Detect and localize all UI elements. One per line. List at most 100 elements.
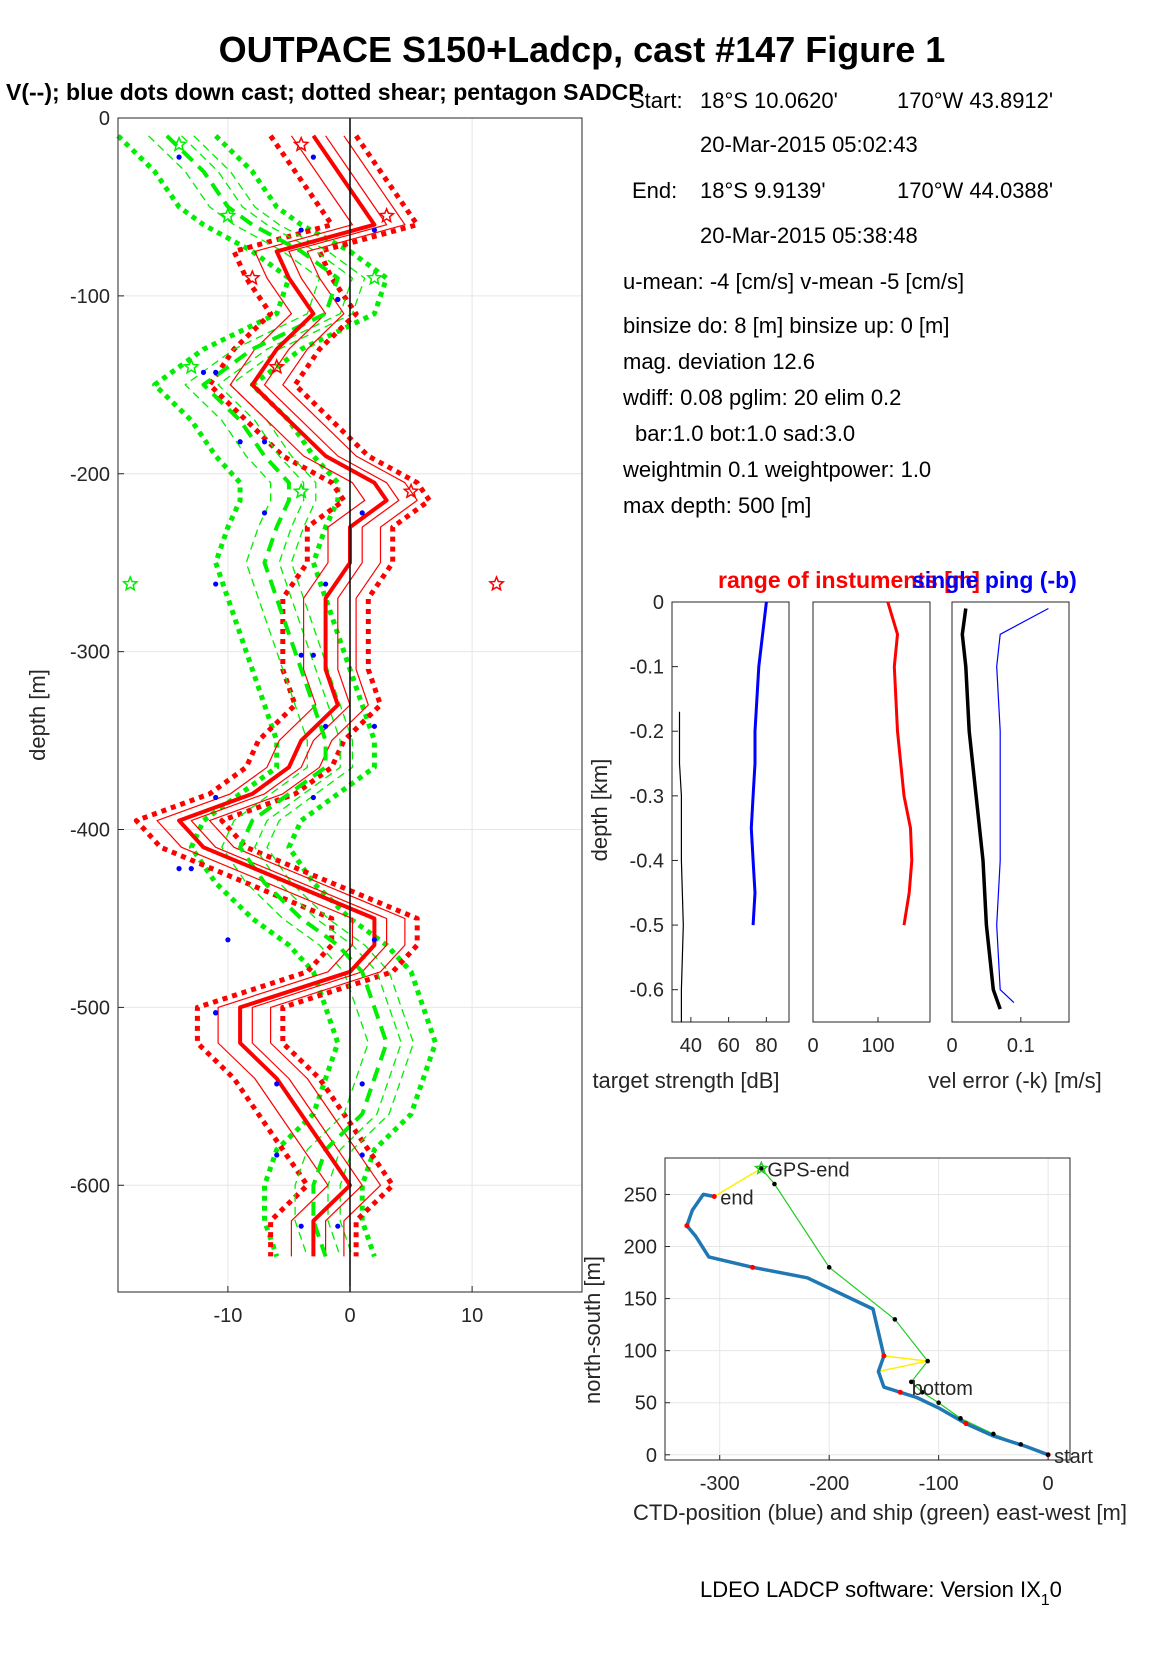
end-label: End: — [632, 178, 677, 203]
p2-xtick-label: 0 — [807, 1035, 818, 1057]
downcast-dot — [322, 723, 329, 729]
end-lat: 18°S 9.9139' — [700, 178, 826, 203]
p3-ytick-label: 150 — [624, 1289, 657, 1311]
p2-frame — [812, 601, 931, 1023]
p2-xtick-label: 0 — [946, 1035, 957, 1057]
ship-marker — [958, 1416, 963, 1421]
p2-frame — [951, 601, 1070, 1023]
p2-xtick-label: 0.1 — [1007, 1035, 1035, 1057]
p1-ytick-label: -200 — [70, 464, 110, 486]
sadcp-u-marker — [488, 575, 506, 592]
end-lon: 170°W 44.0388' — [897, 178, 1053, 203]
p1-ylabel: depth [m] — [25, 669, 50, 761]
p2-ytick-label: -0.5 — [630, 915, 664, 937]
downcast-dot — [335, 296, 341, 303]
start-label: Start: — [630, 88, 683, 113]
figure-title: OUTPACE S150+Ladcp, cast #147 Figure 1 — [219, 29, 946, 70]
wdiff-line: wdiff: 0.08 pglim: 20 elim 0.2 — [622, 385, 901, 410]
position-label-start: start — [1054, 1446, 1093, 1468]
footer-version: LDEO LADCP software: Version IX10 — [700, 1577, 1062, 1609]
ctd-marker — [897, 1389, 903, 1395]
sadcp-u-marker — [243, 269, 261, 286]
p3-ytick-label: 0 — [646, 1445, 657, 1467]
p3-xtick-label: -100 — [919, 1473, 959, 1495]
v-ensemble-line — [181, 135, 402, 1257]
v-ensemble-line — [148, 135, 369, 1257]
downcast-dot — [335, 1223, 341, 1229]
sadcp-u-marker — [402, 482, 420, 499]
ts_black-line — [678, 711, 684, 1022]
downcast-dot — [274, 1081, 280, 1087]
p1-ytick-label: 0 — [99, 108, 110, 130]
u-ensemble-line — [209, 135, 418, 1257]
downcast-dot — [237, 439, 243, 445]
p3-xlabel: CTD-position (blue) and ship (green) eas… — [633, 1500, 1127, 1525]
downcast-dot — [359, 510, 365, 516]
ship-marker — [892, 1317, 898, 1322]
ship-marker — [925, 1358, 931, 1364]
p2-ytick-label: -0.6 — [630, 980, 664, 1002]
position-label-gps-end: GPS-end — [767, 1159, 849, 1181]
instrument-panels: 40 60 80 0 100 0 0.1 0 -0.1 -0.2 -0.3 -0.4 -0.5 -0.6 — [630, 592, 1070, 1057]
downcast-dot — [310, 652, 316, 658]
downcast-dot — [371, 227, 378, 233]
downcast-dot — [261, 439, 268, 445]
ship-marker — [919, 1390, 925, 1395]
sadcp-u-marker — [378, 206, 396, 224]
downcast-dot — [274, 1152, 280, 1158]
ship-marker — [772, 1181, 777, 1187]
v-shear-dotted-line — [116, 134, 341, 1258]
downcast-dot — [200, 369, 207, 375]
ctd-marker — [711, 1194, 717, 1200]
start-time: 20-Mar-2015 05:02:43 — [700, 132, 918, 157]
err_black-line — [960, 608, 1002, 1010]
end-time: 20-Mar-2015 05:38:48 — [700, 223, 918, 248]
p2-xlabel-ts: target strength [dB] — [592, 1068, 779, 1093]
p3-background — [665, 1158, 1070, 1460]
downcast-dot — [322, 581, 329, 587]
p2-ytick-label: -0.2 — [630, 721, 664, 743]
err_blue-line — [996, 607, 1049, 1004]
downcast-dot — [298, 652, 304, 658]
p3-ylabel: north-south [m] — [580, 1256, 605, 1404]
p1-xtick-label: 0 — [344, 1305, 355, 1327]
p1-xtick-label: 10 — [461, 1305, 483, 1327]
downcast-dot — [213, 1010, 219, 1016]
figure-subtitle: V(--); blue dots down cast; dotted shear… — [6, 79, 644, 105]
downcast-dot — [298, 227, 304, 233]
downcast-dot — [359, 1081, 365, 1087]
downcast-dot — [176, 154, 182, 160]
p1-ytick-label: -600 — [70, 1175, 110, 1197]
v-shear-dotted-line — [213, 134, 438, 1258]
ctd-marker — [750, 1264, 756, 1270]
p3-ytick-label: 250 — [624, 1184, 657, 1206]
v-ensemble-line — [193, 135, 415, 1257]
position-connector — [878, 1360, 928, 1373]
sadcp-u-marker — [268, 358, 286, 375]
downcast-dot — [176, 866, 182, 872]
start-lon: 170°W 43.8912' — [897, 88, 1053, 113]
downcast-dot — [213, 369, 219, 375]
means-line: u-mean: -4 [cm/s] v-mean -5 [cm/s] — [623, 269, 964, 294]
downcast-dot — [310, 794, 316, 801]
p1-xtick-label: -10 — [213, 1305, 242, 1327]
start-lat: 18°S 10.0620' — [700, 88, 838, 113]
p2-ytick-label: -0.3 — [630, 786, 664, 808]
weight-line: weightmin 0.1 weightpower: 1.0 — [622, 457, 931, 482]
p2-title-red: range of instuments [m] — [718, 567, 980, 593]
sadcp-v-marker — [292, 482, 310, 499]
downcast-dot — [298, 1223, 304, 1229]
maxdepth-line: max depth: 500 [m] — [623, 493, 811, 518]
p1-ytick-label: -100 — [70, 286, 110, 308]
p3-ytick-label: 50 — [635, 1393, 657, 1415]
position-panel: start bottom end GPS-end -300 -200 -100 0 0 50 100… — [624, 1157, 1093, 1495]
ship-marker — [991, 1431, 996, 1437]
ship-marker — [759, 1166, 764, 1171]
p2-frame — [671, 601, 790, 1023]
u-ensemble-line — [190, 135, 400, 1257]
bar-line: bar:1.0 bot:1.0 sad:3.0 — [635, 421, 855, 446]
u-ensemble-line — [156, 135, 366, 1257]
ctd-marker — [684, 1223, 690, 1229]
binsize-line: binsize do: 8 [m] binsize up: 0 [m] — [623, 313, 950, 338]
